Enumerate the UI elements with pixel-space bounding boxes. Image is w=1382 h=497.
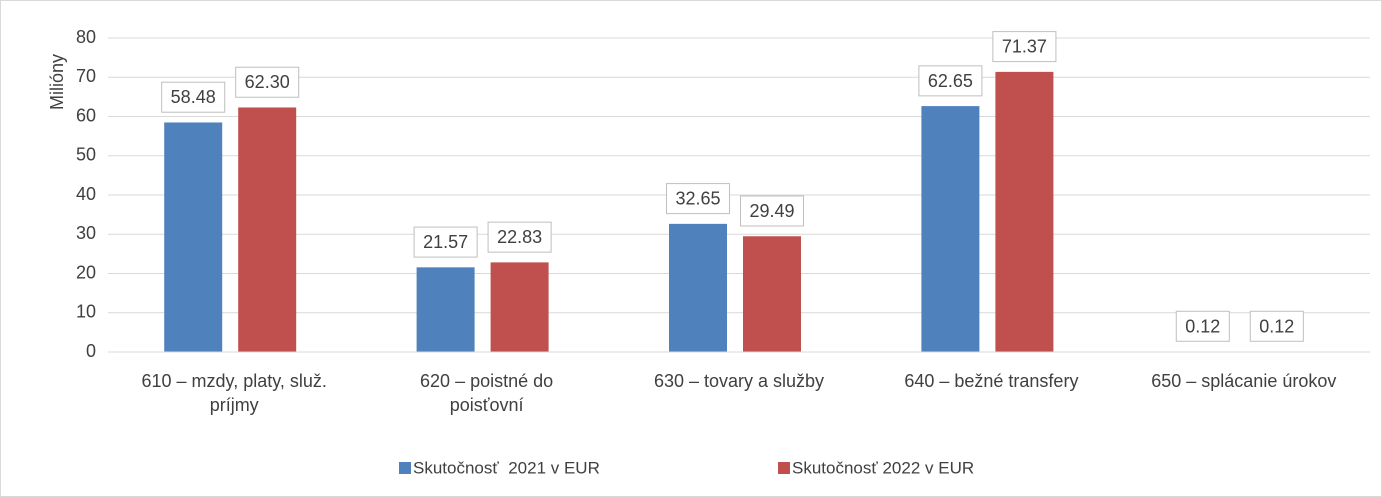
data-label: 62.65 xyxy=(928,71,973,91)
y-tick-label: 80 xyxy=(76,27,96,47)
y-tick-label: 50 xyxy=(76,145,96,165)
x-tick-label: 650 – splácanie úrokov xyxy=(1151,371,1336,391)
bar xyxy=(416,267,475,352)
x-tick-line: 620 – poistné do xyxy=(420,371,553,391)
data-label: 0.12 xyxy=(1185,316,1220,336)
bar xyxy=(164,122,223,352)
data-label-box xyxy=(413,226,478,258)
data-label-box xyxy=(665,183,731,215)
data-label: 58.48 xyxy=(171,87,216,107)
data-label-box xyxy=(992,31,1057,63)
data-label: 71.37 xyxy=(1002,37,1047,57)
data-label: 29.49 xyxy=(749,201,794,221)
legend-swatch xyxy=(399,462,411,474)
y-axis-label: Milióny xyxy=(47,54,67,110)
data-label-box xyxy=(918,65,983,97)
x-tick-line: 610 – mzdy, platy, služ. xyxy=(141,371,326,391)
bar xyxy=(995,71,1054,353)
x-tick-line: poisťovní xyxy=(450,395,524,415)
y-tick-label: 10 xyxy=(76,302,96,322)
data-label-box xyxy=(161,81,226,113)
bar xyxy=(238,107,297,352)
y-tick-label: 20 xyxy=(76,262,96,282)
data-label: 21.57 xyxy=(423,232,468,252)
data-label: 0.12 xyxy=(1259,316,1294,336)
x-tick-label: 620 – poistné do poisťovní xyxy=(420,371,553,415)
data-label-box xyxy=(739,195,805,227)
legend-swatch xyxy=(778,462,790,474)
y-tick-label: 30 xyxy=(76,223,96,243)
bar xyxy=(743,236,801,352)
legend-label: Skutočnosť 2021 v EUR xyxy=(413,458,600,477)
x-tick-line: príjmy xyxy=(210,395,259,415)
data-label-box xyxy=(1175,310,1230,342)
bar xyxy=(921,106,980,352)
bar xyxy=(669,223,727,352)
data-label: 32.65 xyxy=(675,189,720,209)
data-label-box xyxy=(235,66,300,98)
x-tick-label: 640 – bežné transfery xyxy=(904,371,1078,391)
data-label-box xyxy=(1249,310,1304,342)
y-tick-label: 60 xyxy=(76,105,96,125)
x-tick-label: 610 – mzdy, platy, služ. príjmy xyxy=(141,371,326,415)
y-tick-label: 70 xyxy=(76,66,96,86)
x-tick-label: 630 – tovary a služby xyxy=(654,371,824,391)
y-tick-label: 0 xyxy=(86,341,96,361)
legend-label: Skutočnosť 2022 v EUR xyxy=(792,458,974,477)
data-label-box xyxy=(487,221,552,253)
data-label: 22.83 xyxy=(497,227,542,247)
data-label: 62.30 xyxy=(245,72,290,92)
y-tick-label: 40 xyxy=(76,184,96,204)
bar xyxy=(490,262,549,352)
